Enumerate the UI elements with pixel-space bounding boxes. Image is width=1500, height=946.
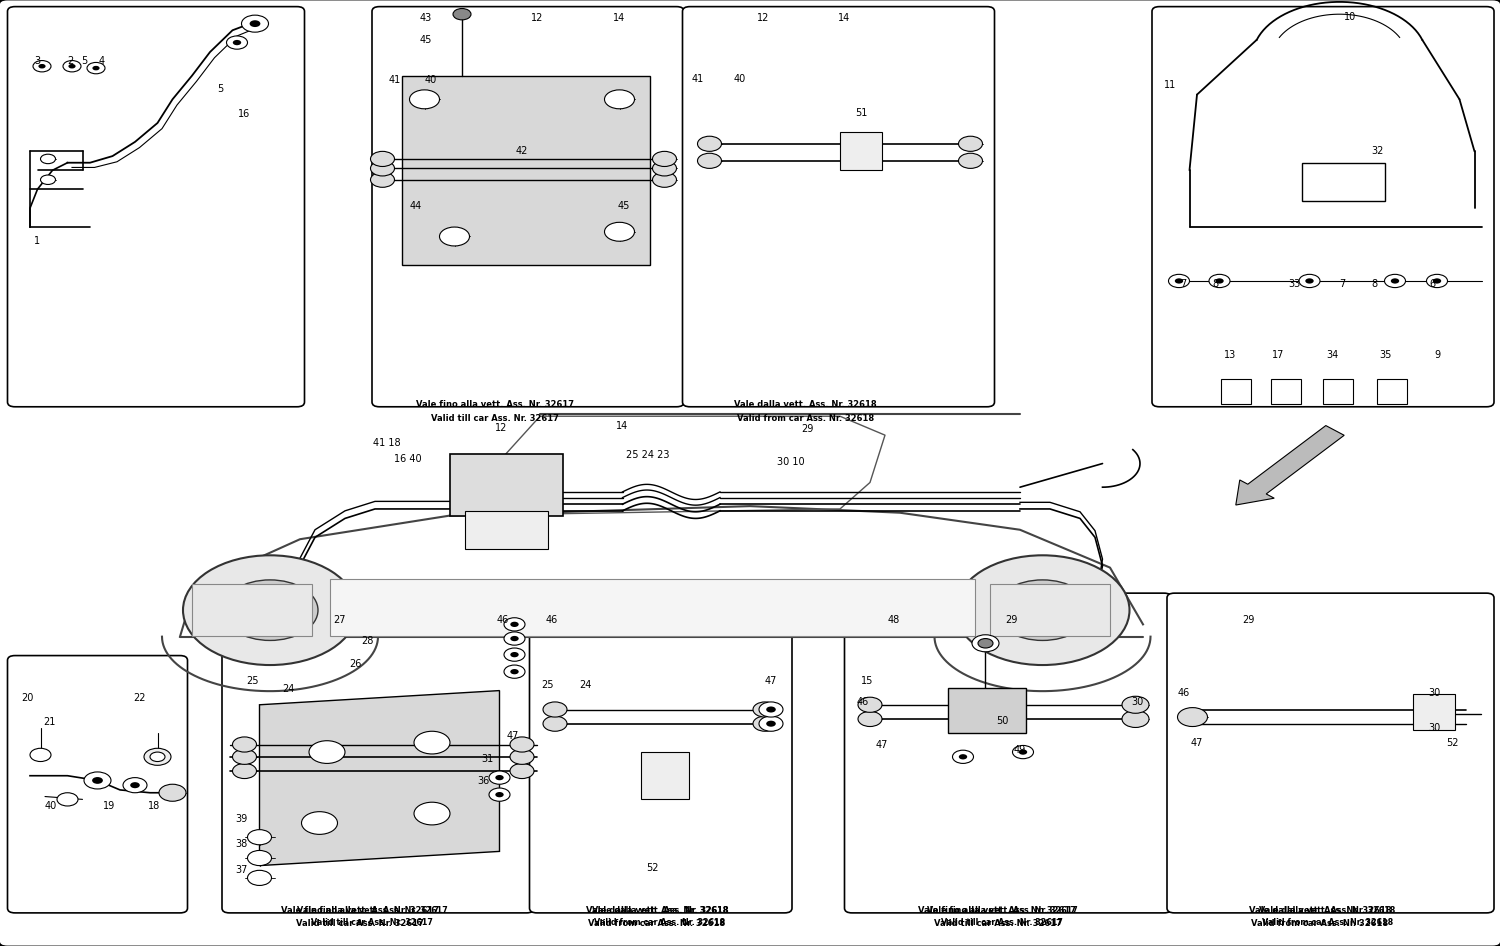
Text: 48: 48 [888, 615, 900, 624]
Text: 1: 1 [34, 236, 40, 246]
Text: 20: 20 [21, 693, 33, 703]
FancyBboxPatch shape [682, 7, 994, 407]
Text: 22: 22 [134, 693, 146, 703]
Circle shape [150, 752, 165, 762]
Circle shape [39, 64, 45, 68]
Circle shape [1215, 278, 1224, 284]
Text: Valid from car Ass. Nr. 32618: Valid from car Ass. Nr. 32618 [594, 918, 726, 927]
Circle shape [698, 136, 721, 151]
Text: 52: 52 [1446, 738, 1458, 747]
Text: 49: 49 [1014, 745, 1026, 755]
Circle shape [543, 702, 567, 717]
Text: 8: 8 [1371, 279, 1377, 289]
Circle shape [753, 702, 777, 717]
Circle shape [1168, 274, 1190, 288]
FancyBboxPatch shape [1167, 593, 1494, 913]
Text: 5: 5 [81, 57, 87, 66]
Text: 16: 16 [238, 110, 250, 119]
Text: Valid till car Ass. Nr. 32617: Valid till car Ass. Nr. 32617 [430, 413, 560, 423]
Text: 47: 47 [765, 676, 777, 686]
Circle shape [759, 702, 783, 717]
Text: Vale fino alla vett. Ass. Nr. 32617: Vale fino alla vett. Ass. Nr. 32617 [918, 905, 1077, 915]
Circle shape [84, 772, 111, 789]
Circle shape [994, 580, 1090, 640]
Text: Vale dalla vett. Ass. Nr. 32618: Vale dalla vett. Ass. Nr. 32618 [1260, 905, 1395, 915]
Text: 43: 43 [420, 13, 432, 23]
Circle shape [495, 792, 504, 797]
Text: 25: 25 [542, 680, 554, 690]
Text: Vale dalla vett. Ass. Nr. 32618: Vale dalla vett. Ass. Nr. 32618 [1248, 905, 1392, 915]
Circle shape [414, 731, 450, 754]
Text: Valid till car Ass. Nr. 32617: Valid till car Ass. Nr. 32617 [310, 918, 434, 927]
Circle shape [123, 778, 147, 793]
Circle shape [858, 711, 882, 727]
Circle shape [510, 763, 534, 779]
Text: 29: 29 [801, 425, 813, 434]
Circle shape [604, 90, 634, 109]
Text: 47: 47 [876, 740, 888, 749]
Circle shape [30, 748, 51, 762]
Text: Valid till car Ass. Nr. 32617: Valid till car Ass. Nr. 32617 [296, 919, 424, 928]
Text: 36: 36 [477, 777, 489, 786]
Text: 15: 15 [861, 676, 873, 686]
Text: 14: 14 [839, 13, 850, 23]
Circle shape [958, 754, 968, 760]
Circle shape [1426, 274, 1448, 288]
Text: 46: 46 [856, 697, 868, 707]
Text: 29: 29 [1242, 615, 1254, 624]
Text: 47: 47 [507, 731, 519, 741]
Text: 44: 44 [410, 201, 422, 211]
Text: Valid till car Ass. Nr. 32617: Valid till car Ass. Nr. 32617 [940, 918, 1064, 927]
Circle shape [249, 20, 261, 27]
Circle shape [1019, 749, 1028, 755]
Circle shape [414, 802, 450, 825]
Text: 46: 46 [496, 615, 508, 624]
Text: 50: 50 [996, 716, 1008, 726]
Text: 46: 46 [546, 615, 558, 624]
Text: 30: 30 [1428, 724, 1440, 733]
Bar [948, 688, 1026, 733]
FancyBboxPatch shape [222, 593, 534, 913]
Circle shape [57, 793, 78, 806]
Circle shape [504, 648, 525, 661]
Circle shape [242, 15, 268, 32]
Text: 41: 41 [388, 76, 400, 85]
Bar [1377, 379, 1407, 404]
FancyArrow shape [1236, 426, 1344, 505]
Text: 19: 19 [104, 801, 116, 811]
Circle shape [510, 737, 534, 752]
Circle shape [1209, 274, 1230, 288]
Circle shape [248, 830, 272, 845]
Circle shape [410, 90, 440, 109]
Text: Vale fino alla vett. Ass. Nr. 32617: Vale fino alla vett. Ass. Nr. 32617 [927, 905, 1077, 915]
Circle shape [652, 151, 676, 166]
Circle shape [232, 737, 256, 752]
Bar [330, 579, 975, 636]
Circle shape [604, 222, 634, 241]
Circle shape [489, 771, 510, 784]
Circle shape [33, 61, 51, 72]
Text: 30: 30 [1428, 689, 1440, 698]
Bar [640, 752, 688, 799]
Circle shape [510, 749, 534, 764]
Text: 18: 18 [148, 801, 160, 811]
Circle shape [92, 777, 104, 784]
Text: 9: 9 [1434, 350, 1440, 359]
Circle shape [440, 227, 470, 246]
Circle shape [510, 622, 519, 627]
Circle shape [543, 716, 567, 731]
Circle shape [753, 716, 777, 731]
Circle shape [370, 172, 394, 187]
Text: 25: 25 [246, 676, 258, 686]
Text: Valid from car Ass. Nr. 32618: Valid from car Ass. Nr. 32618 [588, 919, 726, 928]
Text: 26: 26 [350, 659, 361, 669]
FancyBboxPatch shape [8, 656, 188, 913]
FancyBboxPatch shape [8, 7, 304, 407]
Circle shape [93, 66, 99, 70]
Circle shape [144, 748, 171, 765]
Circle shape [766, 721, 776, 727]
Bar [1221, 379, 1251, 404]
Text: Vale dalla vett. Ass. Nr. 32618: Vale dalla vett. Ass. Nr. 32618 [592, 905, 728, 915]
Circle shape [63, 61, 81, 72]
